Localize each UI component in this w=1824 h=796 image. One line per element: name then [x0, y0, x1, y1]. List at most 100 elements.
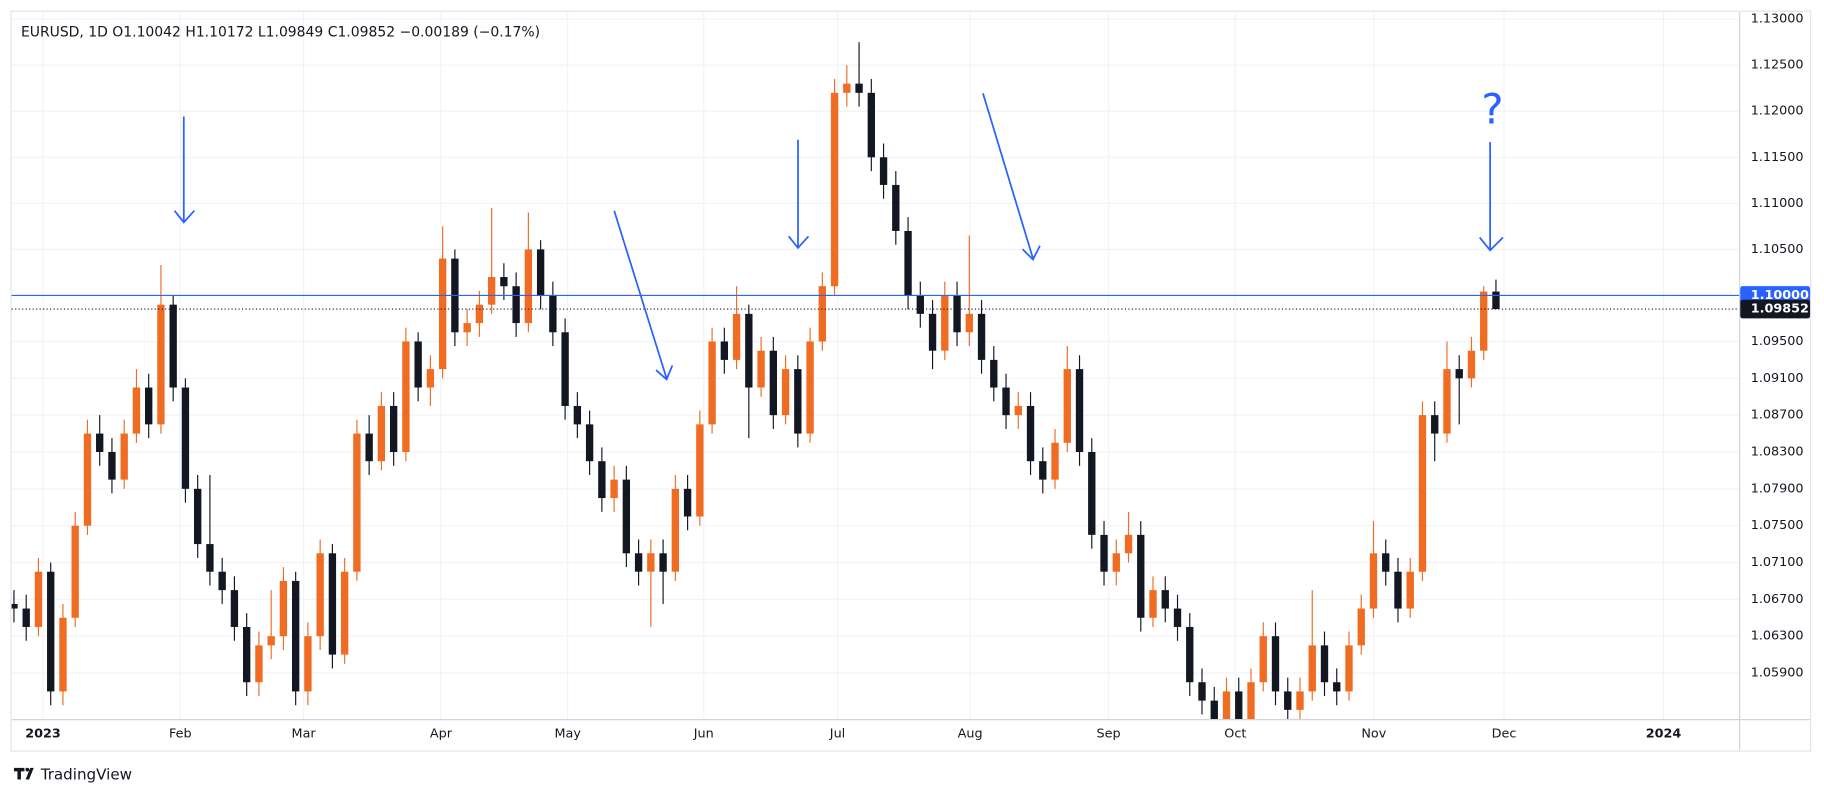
candle-body [1394, 571, 1402, 609]
candle-body [1320, 645, 1329, 683]
candle-body [524, 249, 533, 324]
candle-body [108, 451, 116, 480]
arrow [613, 210, 674, 381]
candle-body [720, 341, 729, 360]
x-tick-label: Nov [1361, 727, 1386, 742]
x-tick-label: Jul [829, 727, 845, 742]
candle-body [291, 580, 300, 692]
candle-body [512, 286, 520, 324]
candle-body [1235, 691, 1243, 720]
candle-body [1137, 534, 1145, 618]
candle-body [745, 313, 753, 388]
arrow [173, 116, 195, 224]
candle-body [953, 295, 961, 333]
candle-body [1100, 534, 1108, 572]
candle-body [414, 341, 422, 388]
candle-body [1051, 442, 1059, 480]
arrow [982, 92, 1041, 262]
y-tick-label: 1.08300 [1751, 444, 1804, 459]
symbol-header: EURUSD, 1D O1.10042 H1.10172 L1.09849 C1… [21, 25, 540, 41]
y-tick-label: 1.07100 [1751, 555, 1804, 570]
candle-body [1345, 645, 1353, 692]
y-tick-label: 1.09500 [1751, 334, 1804, 349]
candle-body [598, 461, 606, 499]
axes: 1.13000 1.12500 1.12000 1.11500 1.11000 1.105… [11, 12, 1811, 751]
candle-body [304, 636, 312, 692]
candle-body [96, 433, 104, 452]
candle-body [610, 479, 618, 499]
candle-body [892, 184, 900, 231]
candle-body [463, 323, 471, 333]
candle-body [1406, 571, 1414, 609]
candle-body [806, 341, 814, 434]
candle-body [145, 387, 153, 425]
candle-body [904, 230, 912, 296]
candle-body [500, 277, 508, 287]
candle-body [475, 304, 484, 324]
x-tick-label: 2023 [25, 727, 61, 742]
candle-body [1088, 451, 1096, 535]
x-tick-label: Jun [693, 727, 714, 742]
candle-body [169, 304, 177, 388]
grid [11, 11, 1740, 720]
candle-body [11, 603, 18, 609]
candle-body [71, 525, 79, 618]
candle-body [1149, 590, 1157, 618]
candle-body [402, 341, 410, 452]
candle-body [47, 571, 55, 692]
candle-body [708, 341, 716, 425]
candle-body [1222, 691, 1231, 720]
candle-body [1198, 682, 1206, 701]
candle-body [1308, 645, 1316, 692]
candle-body [561, 332, 569, 406]
candle-body [267, 636, 275, 646]
y-tick-label: 1.07500 [1751, 518, 1804, 533]
logo-mark [13, 767, 34, 780]
x-tick-label: Oct [1224, 727, 1246, 742]
candle-body [696, 424, 704, 517]
candle-body [536, 249, 545, 296]
candle-body [671, 488, 680, 572]
chart-frame [10, 10, 1812, 752]
candle-body [1161, 590, 1169, 609]
candle-body [120, 433, 128, 480]
candle-body [218, 571, 226, 591]
y-tick-label: 1.10500 [1751, 242, 1804, 257]
candle-body [1186, 626, 1194, 683]
candle-body [879, 157, 888, 185]
candle-body [194, 488, 202, 545]
x-tick-label: 2024 [1646, 727, 1682, 742]
y-tick-label: 1.09100 [1751, 371, 1804, 386]
candle-body [659, 553, 667, 572]
candle-body [1124, 534, 1133, 554]
candle-body [1271, 636, 1280, 692]
annotation: ? [1481, 84, 1503, 133]
candle-body [769, 350, 778, 416]
candle-body [1455, 369, 1463, 379]
candle-body [255, 645, 263, 683]
candle-body [1173, 608, 1182, 627]
candle-body [230, 590, 239, 627]
candle-body [941, 295, 949, 351]
x-tick-label: Apr [430, 727, 453, 742]
candle-body [830, 92, 839, 287]
candle-body [1002, 387, 1010, 416]
candle-body [340, 571, 349, 655]
candle-body [487, 277, 496, 305]
y-tick-label: 1.12500 [1751, 58, 1804, 73]
candles [11, 42, 1500, 720]
candle-body [1247, 682, 1255, 720]
logo-dot [25, 767, 30, 772]
candle-body [365, 433, 373, 462]
candle-body [1492, 291, 1500, 310]
candle-body [1026, 405, 1035, 462]
candle-body [181, 387, 190, 489]
y-tick-label: 1.06300 [1751, 629, 1804, 644]
candle-body [1443, 369, 1451, 434]
candle-body [377, 405, 386, 462]
y-tick-label: 1.11500 [1751, 150, 1804, 165]
y-tick-label: 1.05900 [1751, 666, 1804, 681]
candle-body [732, 313, 741, 360]
candle-body [438, 258, 447, 370]
hline-label: 1.10000 [1751, 288, 1809, 303]
